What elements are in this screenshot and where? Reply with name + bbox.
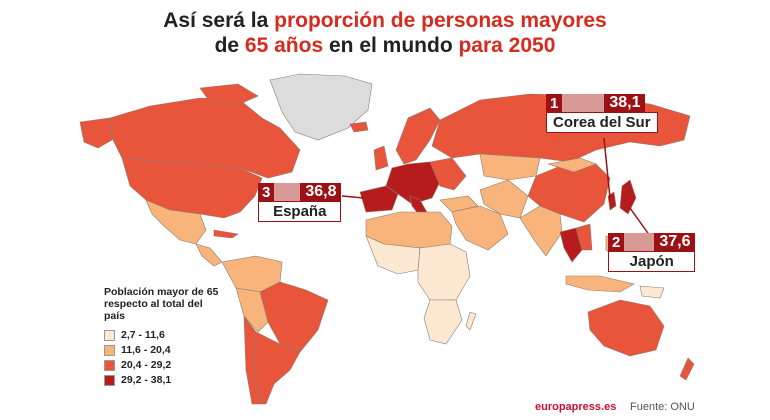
title-text: en el mundo <box>323 34 459 57</box>
rank-number: 1 <box>546 94 563 112</box>
title-line-2: de 65 años en el mundo para 2050 <box>0 33 770 58</box>
country-thailand[interactable] <box>559 227 583 263</box>
country-canada-islands[interactable] <box>199 83 259 105</box>
rank-fill-bar <box>562 94 605 112</box>
rank-bar: 2 37,6 <box>608 233 696 251</box>
map-title: Así será la proporción de personas mayor… <box>0 8 770 58</box>
map-legend: Población mayor de 65 respecto al total … <box>104 286 224 388</box>
country-argentina[interactable] <box>253 331 301 405</box>
country-india[interactable] <box>519 205 563 257</box>
title-highlight: para 2050 <box>458 34 556 57</box>
legend-label: 11,6 - 20,4 <box>121 344 171 356</box>
country-new-zealand[interactable] <box>679 357 695 381</box>
country-indonesia[interactable] <box>565 275 635 293</box>
callout-spain: 3 36,8 España <box>258 183 342 222</box>
country-madagascar[interactable] <box>465 311 477 331</box>
country-alaska[interactable] <box>79 117 113 149</box>
country-mongolia[interactable] <box>547 157 597 173</box>
rank-bar: 3 36,8 <box>258 183 342 201</box>
country-vietnam[interactable] <box>575 223 593 251</box>
legend-item: 11,6 - 20,4 <box>104 343 224 357</box>
title-line-1: Así será la proporción de personas mayor… <box>0 8 770 33</box>
callout-country-name: Corea del Sur <box>546 112 658 133</box>
country-eastern-europe[interactable] <box>429 157 467 191</box>
country-southern-africa[interactable] <box>423 299 463 345</box>
europapress-logo[interactable]: europapress.es <box>535 401 617 413</box>
rank-fill-bar <box>624 233 655 251</box>
callout-korea: 1 38,1 Corea del Sur <box>546 94 658 133</box>
country-scandinavia[interactable] <box>395 107 441 165</box>
country-middle-east[interactable] <box>451 205 509 251</box>
rank-fill-bar <box>274 183 301 201</box>
country-kazakhstan[interactable] <box>479 153 541 181</box>
country-spain[interactable] <box>359 185 399 213</box>
callout-country-name: Japón <box>608 251 696 272</box>
legend-label: 20,4 - 29,2 <box>121 359 172 371</box>
legend-item: 2,7 - 11,6 <box>104 328 224 342</box>
leader-line-korea <box>603 137 611 199</box>
legend-item: 29,2 - 38,1 <box>104 373 224 387</box>
rank-value: 38,1 <box>604 94 646 112</box>
country-iceland[interactable] <box>349 121 369 133</box>
country-brazil[interactable] <box>259 281 329 353</box>
callout-japan: 2 37,6 Japón <box>608 233 696 272</box>
title-text: Así será la <box>163 9 275 32</box>
leader-line-spain <box>341 195 365 199</box>
legend-swatch <box>104 359 115 371</box>
country-central-america[interactable] <box>195 243 223 267</box>
country-australia[interactable] <box>587 299 665 357</box>
rank-value: 36,8 <box>300 183 342 201</box>
country-papua[interactable] <box>639 285 665 299</box>
country-turkey[interactable] <box>439 195 479 213</box>
country-greenland[interactable] <box>269 73 373 141</box>
country-central-africa[interactable] <box>417 243 471 301</box>
rank-value: 37,6 <box>654 233 696 251</box>
title-highlight: 65 años <box>244 34 324 57</box>
legend-label: 29,2 - 38,1 <box>121 374 172 386</box>
title-highlight: proporción de personas mayores <box>274 9 607 32</box>
legend-label: 2,7 - 11,6 <box>121 329 165 341</box>
country-uk[interactable] <box>373 145 389 171</box>
legend-item: 20,4 - 29,2 <box>104 358 224 372</box>
rank-number: 2 <box>608 233 625 251</box>
legend-title: Población mayor de 65 respecto al total … <box>104 286 219 322</box>
legend-swatch <box>104 329 115 341</box>
source-credit: Fuente: ONU <box>630 401 695 413</box>
callout-country-name: España <box>258 201 342 222</box>
country-japan[interactable] <box>619 179 637 215</box>
rank-number: 3 <box>258 183 275 201</box>
country-peru-bolivia[interactable] <box>235 287 269 333</box>
legend-swatch <box>104 344 115 356</box>
country-cuba[interactable] <box>213 229 239 239</box>
legend-swatch <box>104 374 115 386</box>
title-text: de <box>214 34 245 57</box>
leader-line-japan <box>629 207 651 237</box>
rank-bar: 1 38,1 <box>546 94 658 112</box>
